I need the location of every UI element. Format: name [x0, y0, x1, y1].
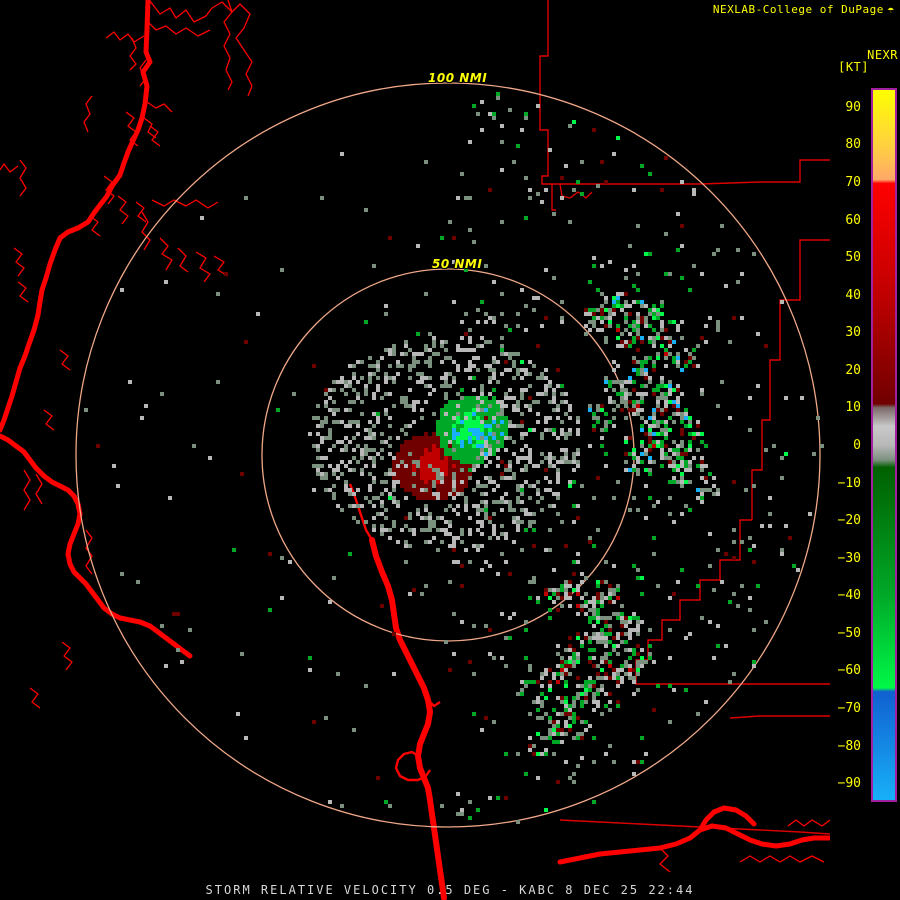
colorbar-tick-80: 80 [845, 137, 861, 153]
colorbar-tick-neg40: −40 [837, 588, 861, 604]
colorbar-tick-10: 10 [845, 400, 861, 416]
colorbar-tick-neg80: −80 [837, 738, 861, 754]
colorbar-tick-neg10: −10 [837, 475, 861, 491]
colorbar-tick-neg30: −30 [837, 550, 861, 566]
radar-plot-area[interactable]: 100 NMI 50 NMI [0, 0, 830, 900]
colorbar-tick-neg50: −50 [837, 625, 861, 641]
colorbar-tick-neg60: −60 [837, 663, 861, 679]
legend-units-label: [KT] [838, 60, 869, 74]
status-bar: STORM RELATIVE VELOCITY 0.5 DEG - KABC 8… [205, 883, 695, 897]
colorbar-tick-neg20: −20 [837, 513, 861, 529]
colorbar-gradient [873, 90, 895, 800]
colorbar-tick-60: 60 [845, 212, 861, 228]
colorbar-legend: NEXR [KT] 90 80 70 60 50 40 30 20 10 0 −10 −20 −30 −4… [830, 0, 900, 900]
attribution-text: NEXLAB-College of DuPage ☂ [713, 3, 894, 16]
colorbar-tick-neg90: −90 [837, 776, 861, 792]
colorbar-tick-40: 40 [845, 287, 861, 303]
legend-title: NEXR [867, 48, 898, 62]
colorbar-tick-50: 50 [845, 250, 861, 266]
colorbar-tick-0: 0 [853, 438, 861, 453]
range-ring-label-50nmi: 50 NMI [432, 257, 483, 271]
colorbar-tick-20: 20 [845, 362, 861, 378]
range-ring-label-100nmi: 100 NMI [428, 71, 488, 85]
colorbar-tick-neg70: −70 [837, 701, 861, 717]
attribution-label: NEXLAB-College of DuPage [712, 3, 884, 16]
radar-echo-layer [0, 0, 830, 900]
colorbar-tick-70: 70 [845, 174, 861, 190]
cod-logo-icon: ☂ [886, 3, 894, 16]
colorbar-tick-90: 90 [845, 99, 861, 115]
colorbar[interactable] [871, 88, 897, 802]
colorbar-tick-30: 30 [845, 325, 861, 341]
